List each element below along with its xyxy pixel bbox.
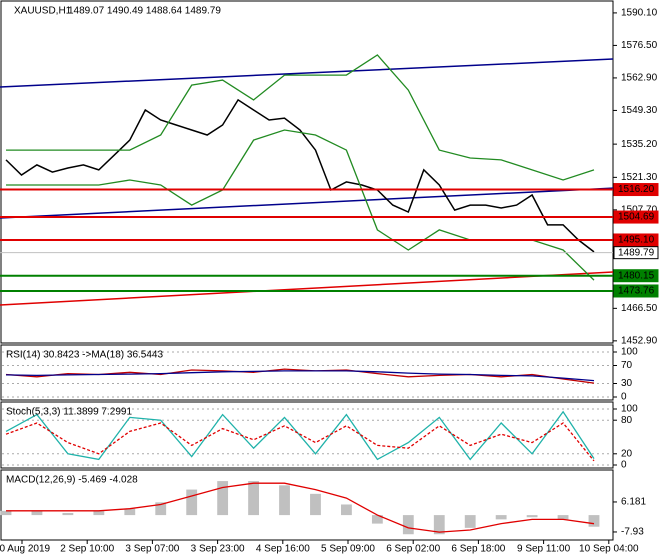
x-tick-label: 3 Sep 23:00	[191, 544, 245, 555]
x-tick-label: 6 Sep 02:00	[386, 544, 440, 555]
series-line	[5, 410, 595, 461]
histogram-bar	[124, 508, 136, 516]
histogram-bar	[310, 493, 321, 516]
histogram-bar	[433, 515, 445, 535]
panel-frame	[0, 344, 614, 401]
y-tick-label: 6.181	[621, 497, 646, 508]
price-tag	[613, 284, 659, 298]
price-tag	[613, 183, 659, 197]
x-tick-label: 4 Sep 16:00	[256, 544, 310, 555]
y-tick-label: 1521.30	[621, 172, 658, 183]
chart-title: XAUUSD,H1	[14, 6, 72, 17]
y-tick-label: 0	[621, 392, 627, 403]
y-tick-label: 1549.30	[621, 105, 658, 116]
price-tag	[613, 210, 659, 224]
price-tag-label: 1473.76	[618, 286, 655, 297]
histogram-bar	[557, 515, 569, 520]
series-line	[6, 54, 595, 181]
y-tick-label: 1466.50	[621, 303, 658, 314]
x-tick-label: 10 Sep 04:00	[579, 544, 639, 555]
y-tick-label: 1535.20	[621, 139, 658, 150]
price-tag-label: 1489.79	[618, 247, 655, 258]
histogram-bar	[341, 504, 352, 516]
series-line	[5, 422, 595, 462]
price-tag	[613, 269, 659, 283]
histogram-bar	[371, 515, 383, 524]
histogram-bar	[62, 512, 74, 516]
histogram-bar	[588, 515, 600, 527]
y-tick-label: 1562.90	[621, 73, 658, 84]
y-tick-label: 1452.90	[621, 335, 658, 346]
trend-line	[0, 187, 614, 219]
y-tick-label: 80	[621, 415, 633, 426]
price-tag-label: 1516.20	[618, 184, 655, 195]
x-tick-label: 3 Sep 07:00	[125, 544, 179, 555]
price-tag-label: 1495.10	[618, 235, 655, 246]
histogram-bar	[186, 489, 198, 516]
panel-frame	[0, 401, 614, 469]
chart-subtitle: 1489.07 1490.49 1488.64 1489.79	[68, 6, 221, 17]
histogram-bar	[279, 485, 290, 516]
price-tag	[613, 233, 659, 247]
series-line	[5, 370, 595, 382]
y-tick-label: 0	[621, 460, 627, 471]
y-tick-label: 70	[621, 360, 633, 371]
histogram-bar	[495, 515, 507, 520]
panel-frame	[0, 469, 614, 541]
panel-title: RSI(14) 30.8423 ->MA(18) 36.5443	[6, 350, 163, 361]
x-tick-label: 9 Sep 11:00	[517, 544, 571, 555]
x-tick-label: 30 Aug 2019	[0, 544, 51, 555]
y-tick-label: 100	[621, 404, 638, 415]
histogram-bar	[93, 510, 105, 516]
panel-title: MACD(12,26,9) -5.469 -4.028	[6, 475, 138, 486]
price-tag-label: 1504.69	[618, 212, 655, 223]
y-tick-label: -7.93	[621, 527, 644, 538]
series-line	[5, 98, 595, 253]
x-tick-label: 5 Sep 09:00	[321, 544, 375, 555]
trend-line	[0, 58, 614, 88]
y-tick-label: 20	[621, 448, 633, 459]
histogram-bar	[402, 515, 414, 535]
histogram-bar	[0, 510, 12, 516]
price-tag	[613, 246, 659, 260]
histogram-bar	[248, 481, 259, 516]
y-tick-label: 1590.10	[621, 8, 658, 19]
y-tick-label: 30	[621, 378, 633, 389]
panel-frame	[0, 0, 614, 344]
histogram-bar	[155, 502, 167, 516]
histogram-bar	[464, 515, 476, 528]
histogram-bar	[526, 515, 538, 518]
price-tag-label: 1480.15	[618, 270, 655, 281]
y-tick-label: 1576.50	[621, 40, 658, 51]
trend-line	[0, 271, 614, 306]
series-line	[6, 482, 595, 533]
x-tick-label: 6 Sep 18:00	[451, 544, 505, 555]
panel-title: Stoch(5,3,3) 11.3899 7.2991	[6, 407, 132, 418]
y-tick-label: 100	[621, 347, 638, 358]
y-tick-label: 1507.70	[621, 205, 658, 216]
histogram-bar	[217, 481, 229, 516]
histogram-bar	[31, 510, 43, 516]
x-tick-label: 2 Sep 10:00	[60, 544, 114, 555]
